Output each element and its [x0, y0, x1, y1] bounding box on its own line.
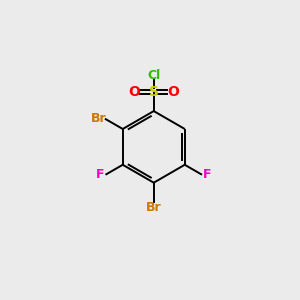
Text: Cl: Cl — [147, 69, 160, 82]
Text: F: F — [203, 168, 212, 182]
Text: Br: Br — [91, 112, 106, 124]
Text: F: F — [96, 168, 105, 182]
Text: S: S — [149, 85, 159, 99]
Text: O: O — [128, 85, 140, 99]
Text: Br: Br — [146, 201, 162, 214]
Text: O: O — [168, 85, 180, 99]
